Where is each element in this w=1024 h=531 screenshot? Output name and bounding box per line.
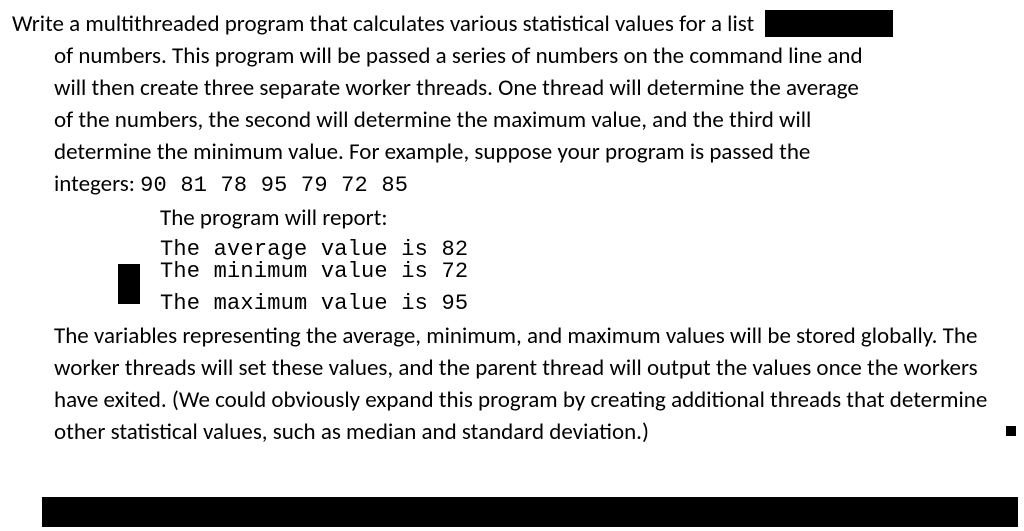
para1-line-1: Write a multithreaded program that calcu… bbox=[12, 10, 754, 38]
problem-paragraph-2: The variables representing the average, … bbox=[12, 320, 1012, 448]
output-line-2: The minimum value is 72 bbox=[160, 256, 468, 288]
margin-dot bbox=[1006, 426, 1016, 436]
redacted-inline-1 bbox=[765, 10, 893, 37]
problem-paragraph-1: Write a multithreaded program that calcu… bbox=[12, 8, 1012, 202]
report-label: The program will report: bbox=[160, 202, 1012, 234]
para1-line-4: of the numbers, the second will determin… bbox=[54, 106, 811, 134]
output-stack: The minimum value is 72 The maximum valu… bbox=[160, 266, 468, 320]
text-cursor bbox=[118, 264, 140, 304]
para1-line-2: of numbers. This program will be passed … bbox=[54, 42, 863, 70]
para1-line-5: determine the minimum value. For example… bbox=[54, 138, 810, 166]
redacted-bottom-bar bbox=[42, 497, 1018, 527]
output-line-3: The maximum value is 95 bbox=[160, 288, 468, 320]
cursor-row: The minimum value is 72 The maximum valu… bbox=[12, 266, 1012, 320]
integers-values: 90 81 78 95 79 72 85 bbox=[140, 173, 408, 198]
document-page: Write a multithreaded program that calcu… bbox=[0, 0, 1024, 531]
para1-line-3: will then create three separate worker t… bbox=[54, 74, 859, 102]
integers-label: integers: bbox=[54, 170, 140, 198]
